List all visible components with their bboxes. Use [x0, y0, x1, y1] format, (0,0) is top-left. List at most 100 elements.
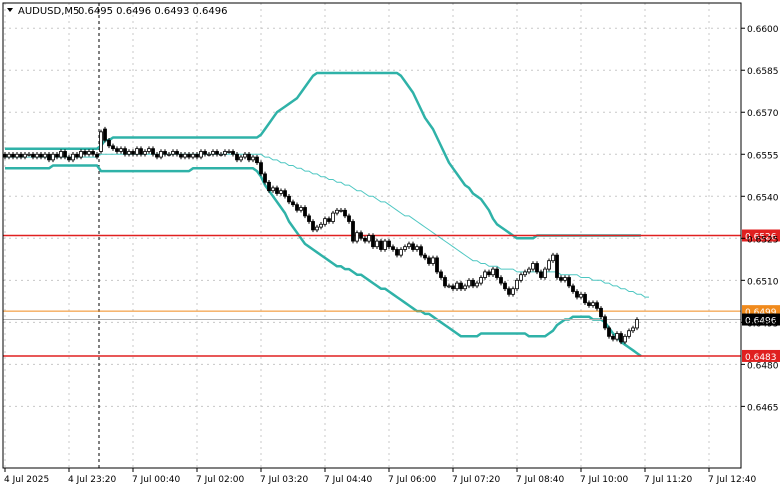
- candle-body: [523, 271, 527, 276]
- candle-body: [567, 277, 571, 287]
- candle-body: [383, 240, 387, 250]
- candle-body: [167, 153, 171, 156]
- candle-body: [283, 190, 287, 197]
- candle-body: [151, 148, 155, 155]
- candle-body: [375, 240, 379, 248]
- x-tick-label: 4 Jul 2025: [4, 475, 49, 485]
- candle-body: [611, 335, 615, 340]
- candle-body: [19, 153, 23, 158]
- candle-body: [223, 151, 227, 155]
- candle-body: [127, 151, 131, 155]
- candle-body: [327, 218, 331, 222]
- candle-body: [95, 153, 99, 158]
- candle-body: [175, 151, 179, 155]
- candle-body: [635, 319, 639, 329]
- candle-body: [111, 145, 115, 150]
- candle-body: [467, 279, 471, 287]
- candle-body: [159, 151, 163, 158]
- candle-body: [591, 302, 595, 306]
- candle-body: [15, 153, 19, 158]
- axes: 0.66000.65850.65700.65550.65400.65250.65…: [2, 2, 779, 485]
- candle-body: [343, 209, 347, 217]
- candle-body: [571, 285, 575, 292]
- candle-body: [615, 333, 619, 340]
- candle-body: [271, 187, 275, 192]
- candle-body: [507, 288, 511, 295]
- candle-body: [331, 212, 335, 222]
- candle-body: [519, 274, 523, 281]
- candle-body: [71, 153, 75, 161]
- candle-body: [59, 151, 63, 158]
- candle-body: [35, 153, 39, 158]
- candle-body: [623, 335, 627, 343]
- candle-body: [55, 153, 59, 158]
- candle-body: [491, 268, 495, 276]
- candle-body: [391, 246, 395, 250]
- candle-body: [231, 151, 235, 155]
- x-tick-label: 7 Jul 02:00: [196, 475, 245, 485]
- candle-body: [83, 151, 87, 155]
- dropdown-triangle-icon[interactable]: [7, 8, 13, 12]
- y-tick-label: 0.6570: [747, 109, 779, 119]
- candle-body: [543, 268, 547, 278]
- candle-body: [379, 240, 383, 250]
- candle-body: [307, 215, 311, 222]
- candle-body: [435, 257, 439, 273]
- candle-body: [503, 282, 507, 290]
- candle-body: [251, 156, 255, 161]
- candle-body: [311, 221, 315, 231]
- price-level-label: 0.6496: [745, 317, 777, 327]
- candle-body: [255, 156, 259, 164]
- candle-body: [187, 153, 191, 158]
- candle-body: [563, 277, 567, 281]
- candle-body: [423, 254, 427, 259]
- candle-body: [515, 279, 519, 290]
- candle-body: [235, 153, 239, 161]
- candle-body: [39, 153, 43, 158]
- candle-body: [451, 285, 455, 290]
- candle-body: [227, 151, 231, 153]
- candle-body: [243, 153, 247, 158]
- candle-body: [171, 151, 175, 155]
- y-tick-label: 0.6495: [747, 319, 779, 329]
- candle-body: [411, 243, 415, 250]
- candle-body: [535, 263, 539, 273]
- candle-body: [211, 151, 215, 155]
- candle-body: [415, 246, 419, 250]
- y-tick-label: 0.6525: [747, 235, 779, 245]
- candle-body: [87, 151, 91, 155]
- candle-body: [439, 271, 443, 278]
- candle-body: [215, 151, 219, 155]
- price-level-label: 0.6526: [745, 233, 777, 243]
- candle-body: [355, 232, 359, 242]
- candle-body: [299, 207, 303, 211]
- y-tick-label: 0.6465: [747, 403, 779, 413]
- candle-body: [79, 151, 83, 158]
- candle-body: [599, 307, 603, 318]
- candle-body: [479, 277, 483, 284]
- price-level-tag: [742, 349, 780, 362]
- candle-body: [207, 153, 211, 156]
- candle-body: [431, 257, 435, 264]
- candle-body: [351, 221, 355, 242]
- candle-body: [43, 153, 47, 158]
- candle-body: [191, 153, 195, 158]
- candle-body: [203, 151, 207, 155]
- y-tick-label: 0.6585: [747, 67, 779, 77]
- candle-body: [455, 282, 459, 290]
- candle-body: [259, 162, 263, 175]
- x-tick-label: 7 Jul 04:40: [324, 475, 373, 485]
- symbol-label: AUDUSD,M5: [18, 6, 79, 17]
- candle-body: [135, 148, 139, 155]
- candle-body: [487, 271, 491, 276]
- candle-body: [499, 277, 503, 284]
- candle-body: [539, 271, 543, 278]
- candle-body: [75, 153, 79, 158]
- candle-body: [7, 153, 11, 158]
- candle-body: [247, 153, 251, 161]
- candle-body: [123, 148, 127, 155]
- candle-body: [459, 282, 463, 290]
